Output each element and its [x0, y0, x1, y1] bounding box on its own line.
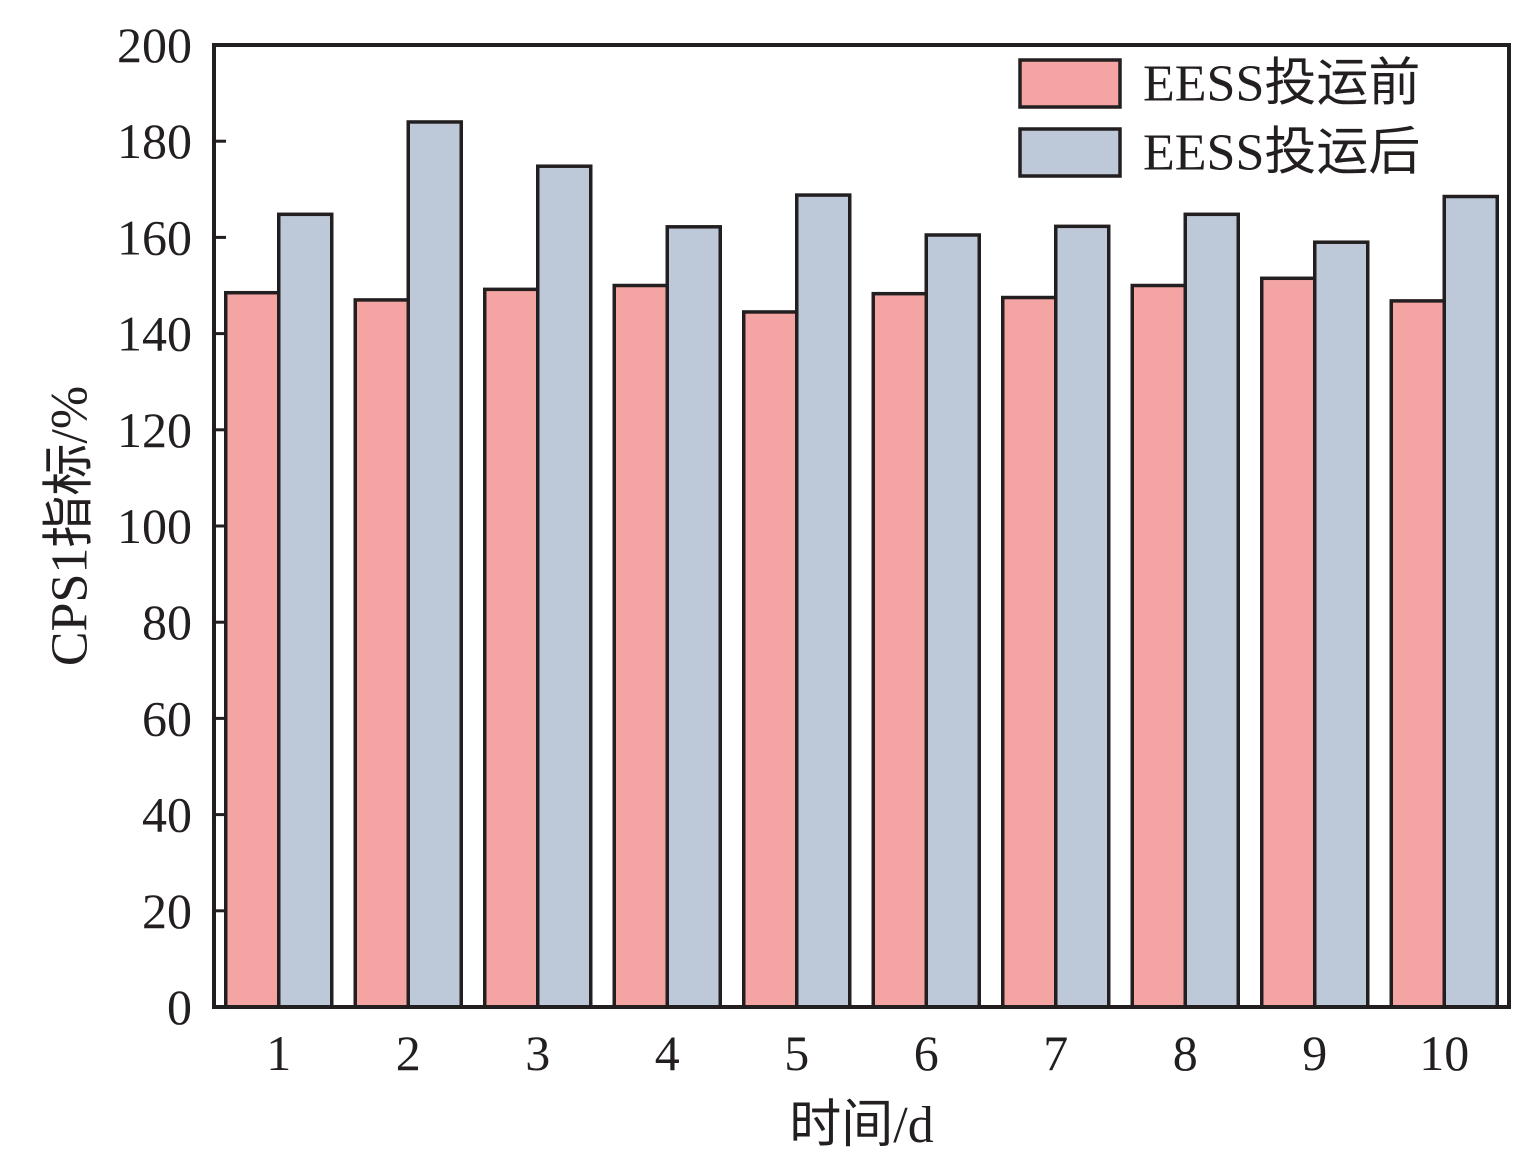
x-axis-label: 时间/d [789, 1097, 933, 1154]
x-tick-label: 7 [1043, 1025, 1068, 1081]
y-tick-label: 120 [117, 402, 192, 458]
x-tick-label: 10 [1419, 1025, 1469, 1081]
bar-s1-1 [224, 290, 281, 1009]
y-tick-label: 100 [117, 498, 192, 554]
bar-s1-7 [1001, 295, 1058, 1009]
bar-s2-5 [795, 193, 852, 1009]
bar-s2-1 [277, 212, 334, 1009]
y-tick-label: 80 [142, 594, 192, 650]
x-tick-label: 6 [914, 1025, 939, 1081]
y-axis-label: CPS1指标/% [42, 386, 99, 666]
x-tick-label: 2 [396, 1025, 421, 1081]
y-tick-label: 180 [117, 113, 192, 169]
x-tick-label: 3 [525, 1025, 550, 1081]
bar-s1-4 [612, 283, 669, 1009]
y-tick-label: 140 [117, 306, 192, 362]
bar-group [224, 120, 1499, 1009]
y-tick-label: 20 [142, 883, 192, 939]
legend-label-2: EESS投运后 [1143, 125, 1420, 182]
legend: EESS投运前 EESS投运后 [1018, 56, 1420, 182]
bar-s2-8 [1183, 212, 1240, 1009]
x-tick-label: 1 [266, 1025, 291, 1081]
x-tick-label: 9 [1302, 1025, 1327, 1081]
bar-s2-6 [924, 233, 981, 1009]
x-tick-label: 5 [784, 1025, 809, 1081]
y-axis: 0 20 40 60 80 100 120 140 160 180 200 [117, 17, 226, 1035]
x-tick-label: 8 [1173, 1025, 1198, 1081]
bar-s1-10 [1389, 299, 1446, 1009]
bar-s1-3 [483, 287, 540, 1009]
bar-s2-4 [665, 225, 722, 1009]
bar-s1-5 [742, 310, 799, 1009]
legend-label-1: EESS投运前 [1143, 56, 1420, 113]
bar-s1-2 [353, 298, 410, 1009]
y-tick-label: 60 [142, 690, 192, 746]
y-tick-label: 200 [117, 17, 192, 73]
bar-s2-9 [1313, 240, 1370, 1009]
legend-swatch-2 [1018, 127, 1122, 178]
y-tick-label: 0 [167, 979, 192, 1035]
bar-s2-10 [1442, 194, 1499, 1009]
x-tick-label: 4 [655, 1025, 680, 1081]
y-tick-label: 160 [117, 209, 192, 265]
legend-swatch-1 [1018, 58, 1122, 109]
bar-s2-2 [406, 120, 463, 1009]
x-axis: 1 2 3 4 5 6 7 8 9 10 [266, 995, 1469, 1081]
bar-s2-7 [1054, 224, 1111, 1009]
bar-s1-8 [1130, 283, 1187, 1009]
y-tick-label: 40 [142, 787, 192, 843]
bar-s1-9 [1260, 276, 1317, 1009]
bar-s1-6 [871, 291, 928, 1009]
bar-s2-3 [536, 164, 593, 1009]
